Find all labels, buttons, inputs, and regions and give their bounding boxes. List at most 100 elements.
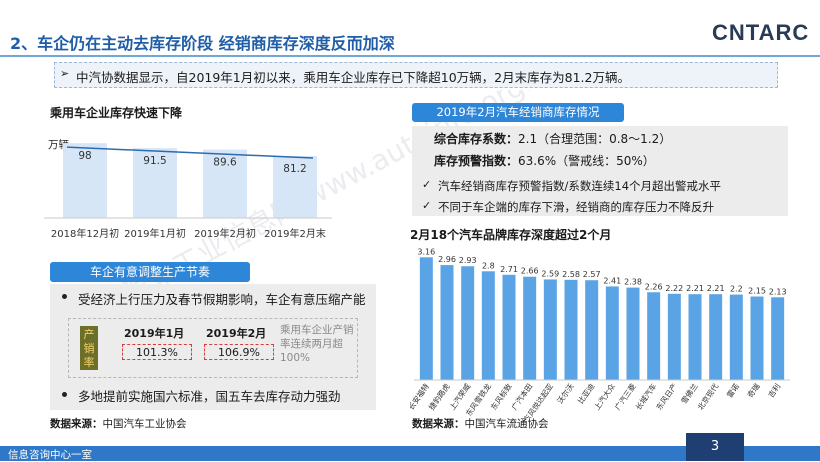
bullet-dot — [62, 294, 67, 299]
brand-bar — [709, 294, 723, 380]
coef-value: 2.1（合理范围：0.8～1.2） — [518, 132, 672, 146]
inventory-x-tick: 2019年2月初 — [194, 227, 256, 240]
brand-x-tick: 吉利 — [766, 381, 783, 399]
brand-bar — [688, 294, 702, 380]
brand-bar-value: 2.13 — [769, 287, 787, 296]
brand-x-tick: 雷诺 — [724, 381, 741, 399]
brand-bar — [461, 266, 475, 380]
bullet-dot — [62, 392, 67, 397]
check-icon: ✓ — [422, 178, 432, 191]
production-pill: 车企有意调整生产节奏 — [50, 262, 250, 282]
brand-bar — [647, 292, 661, 380]
check-text-1: 汽车经销商库存预警指数/系数连续14个月超出警戒水平 — [438, 179, 722, 193]
production-bullet-2: 多地提前实施国六标准，国五车去库存动力强劲 — [78, 389, 341, 404]
inventory-bar — [203, 149, 247, 218]
page-number: 3 — [686, 433, 744, 461]
brand-bar-value: 2.57 — [583, 270, 601, 279]
brand-bar — [729, 294, 743, 380]
brand-chart-title: 2月18个汽车品牌库存深度超过2个月 — [410, 228, 612, 242]
rate-col-1: 2019年1月 — [124, 327, 185, 340]
brand-bar-value: 2.96 — [438, 255, 456, 264]
rate-chip-label: 产销率 — [83, 328, 95, 369]
brand-bar-value: 2.8 — [482, 261, 495, 270]
source-left-key: 数据来源： — [50, 418, 103, 430]
inventory-bar — [63, 143, 107, 218]
logo: CNTARC — [712, 20, 810, 45]
inventory-x-tick: 2018年12月初 — [51, 227, 119, 240]
source-left-value: 中国汽车工业协会 — [102, 418, 187, 430]
rate-value-1: 101.3% — [122, 344, 192, 360]
brand-bar — [419, 257, 433, 380]
arrow-bullet-icon: ➢ — [60, 67, 70, 80]
brand-bar-value: 2.58 — [562, 270, 580, 279]
brand-bar — [502, 274, 516, 380]
index-label: 库存预警指数： — [434, 154, 519, 168]
brand-bar — [543, 279, 557, 380]
brand-bar-value: 2.66 — [521, 267, 539, 276]
source-right-value: 中国汽车流通协会 — [464, 418, 549, 430]
production-bullet-1: 受经济上行压力及春节假期影响，车企有意压缩产能 — [78, 292, 366, 307]
brand-stock-chart: 3.16长安福特2.96捷豹路虎2.93上汽荣威2.8东风雪铁龙2.71东风标致… — [410, 247, 790, 418]
index-value: 63.6%（警戒线：50%） — [518, 154, 655, 168]
footer-bar — [0, 446, 820, 461]
brand-bar-value: 2.71 — [500, 265, 518, 274]
inventory-x-tick: 2019年1月初 — [124, 227, 186, 240]
inventory-x-tick: 2019年2月末 — [264, 227, 326, 240]
title-divider — [0, 55, 820, 57]
check-icon: ✓ — [422, 199, 432, 212]
brand-bar — [771, 297, 785, 380]
brand-x-tick: 沃尔沃 — [555, 381, 576, 406]
brand-bar — [667, 293, 681, 380]
inventory-bar-value: 81.2 — [283, 163, 306, 175]
brand-bar-value: 2.2 — [730, 285, 743, 294]
brand-x-tick: 东风日产 — [654, 381, 679, 411]
inventory-bar-value: 89.6 — [213, 157, 237, 169]
brand-bar-value: 2.26 — [645, 282, 663, 291]
source-left-line: 数据来源：中国汽车工业协会 — [50, 416, 187, 431]
brand-bar-value: 2.93 — [459, 256, 477, 265]
source-right-line: 数据来源：中国汽车流通协会 — [412, 416, 549, 431]
brand-bar-value: 2.21 — [686, 284, 704, 293]
brand-bar — [626, 287, 640, 380]
brand-x-tick: 奇瑞 — [745, 381, 762, 399]
brand-x-tick: 雪佛兰 — [679, 381, 700, 406]
dealer-stock-panel — [412, 126, 788, 216]
brand-bar — [585, 280, 599, 380]
rate-frame — [68, 318, 358, 378]
inventory-chart: 万辆 98 91.5 89.681.2 2018年12月初 2019年1月初 2019年… — [44, 138, 332, 240]
brand-bar — [750, 296, 764, 380]
brand-bar — [605, 286, 619, 380]
rate-value-2: 106.9% — [204, 344, 274, 360]
inventory-bar-value: 91.5 — [143, 155, 166, 167]
rate-col-2: 2019年2月 — [206, 327, 267, 340]
brand-bar-value: 3.16 — [417, 247, 435, 256]
brand-bar-value: 2.41 — [603, 276, 621, 285]
brand-bar-value: 2.15 — [748, 287, 766, 296]
rate-chip: 产销率 — [80, 326, 98, 370]
brand-bar-value: 2.21 — [707, 284, 725, 293]
production-panel — [50, 284, 376, 410]
footer-text: 信息咨询中心一室 — [8, 449, 92, 461]
brand-bar — [440, 265, 454, 380]
summary-box — [54, 62, 778, 88]
brand-x-tick: 比亚迪 — [575, 381, 596, 406]
coef-line: 综合库存系数：2.1（合理范围：0.8～1.2） — [434, 130, 671, 147]
index-line: 库存预警指数：63.6%（警戒线：50%） — [434, 152, 655, 169]
inventory-bar — [133, 148, 177, 218]
brand-bar-value: 2.59 — [541, 269, 559, 278]
coef-label: 综合库存系数： — [434, 132, 519, 146]
brand-bar-value: 2.38 — [624, 278, 642, 287]
source-right-key: 数据来源： — [412, 418, 465, 430]
dealer-stock-pill: 2019年2月汽车经销商库存情况 — [412, 103, 624, 122]
left-chart-title: 乘用车企业库存快速下降 — [50, 106, 183, 120]
slide-title: 2、车企仍在主动去库存阶段 经销商库存深度反而加深 — [10, 34, 395, 53]
brand-bar-value: 2.22 — [665, 284, 683, 293]
check-text-2: 不同于车企端的库存下滑，经销商的库存压力不降反升 — [438, 200, 714, 214]
brand-x-tick: 北京现代 — [695, 381, 721, 412]
trend-line — [66, 146, 314, 159]
inventory-bar — [273, 155, 317, 218]
brand-bar — [564, 279, 578, 380]
inventory-bar-value: 98 — [78, 150, 91, 162]
rate-note: 乘用车企业产销率连续两月超100% — [280, 324, 354, 364]
summary-text: 中汽协数据显示，自2019年1月初以来，乘用车企业库存已下降超10万辆，2月末库… — [76, 70, 630, 85]
